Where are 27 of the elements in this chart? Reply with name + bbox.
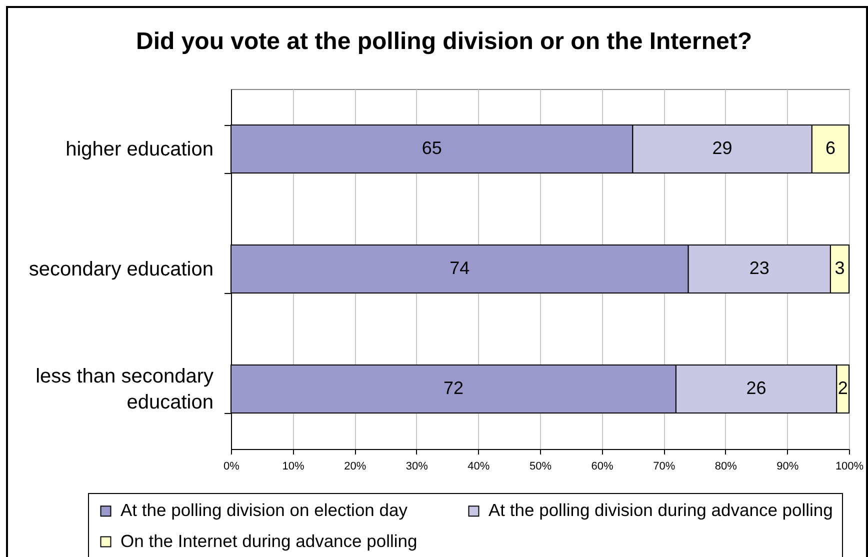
data-label: 65 xyxy=(422,138,442,158)
data-label: 2 xyxy=(838,378,848,398)
data-label: 26 xyxy=(746,378,766,398)
chart-title: Did you vote at the polling division or on the Internet? xyxy=(136,28,752,55)
x-tick-label: 10% xyxy=(282,460,305,472)
y-tick-label: secondary education xyxy=(28,258,214,280)
x-tick-label: 60% xyxy=(591,460,614,472)
data-label: 6 xyxy=(825,138,836,158)
x-tick-label: 100% xyxy=(835,460,864,472)
data-label: 74 xyxy=(450,258,470,278)
data-label: 72 xyxy=(443,378,464,398)
data-label: 23 xyxy=(749,258,770,278)
legend-label: On the Internet during advance polling xyxy=(120,530,418,551)
y-tick-label: less than secondary education xyxy=(36,366,214,414)
data-label: 29 xyxy=(712,138,732,158)
x-tick-label: 20% xyxy=(344,460,366,472)
legend-label: At the polling division on election day xyxy=(120,500,408,520)
data-label: 3 xyxy=(834,258,845,278)
x-tick-label: 0% xyxy=(224,460,240,472)
x-tick-label: 90% xyxy=(776,460,799,472)
x-tick-label: 30% xyxy=(406,460,428,472)
x-tick-label: 70% xyxy=(653,460,676,472)
x-tick-label: 50% xyxy=(529,460,552,472)
x-tick-label: 40% xyxy=(468,460,490,472)
legend-label: At the polling division during advance polling xyxy=(488,500,833,520)
y-tick-label: higher education xyxy=(66,138,214,160)
x-tick-label: 80% xyxy=(714,460,738,472)
